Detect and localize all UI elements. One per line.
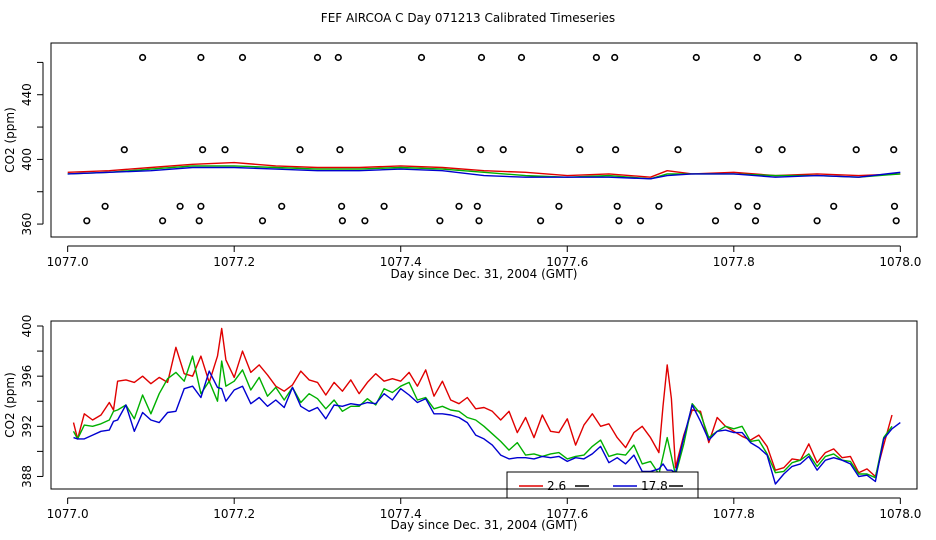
marker-point	[870, 53, 878, 62]
marker-point	[475, 217, 483, 225]
marker-point	[499, 146, 507, 154]
marker-point	[398, 146, 407, 154]
marker-point	[176, 202, 184, 210]
marker-point	[278, 202, 286, 210]
x-axis-title: Day since Dec. 31, 2004 (GMT)	[391, 267, 578, 281]
x-tick-label: 1077.6	[546, 507, 588, 521]
marker-point	[296, 146, 304, 154]
marker-point	[477, 53, 486, 62]
x-tick-label: 1077.4	[380, 507, 422, 521]
marker-point	[258, 217, 267, 225]
marker-point	[611, 53, 619, 62]
x-tick-label: 1077.0	[47, 507, 89, 521]
marker-point	[830, 202, 838, 210]
y-tick-label: 440	[20, 83, 34, 106]
marker-point	[692, 53, 700, 62]
marker-point	[338, 202, 346, 210]
marker-point	[711, 217, 720, 225]
marker-point	[120, 146, 128, 154]
marker-point	[655, 202, 663, 210]
marker-point	[195, 217, 203, 225]
plot-frame	[50, 320, 918, 490]
marker-point	[83, 217, 91, 225]
marker-point	[753, 53, 761, 62]
x-tick-label: 1078.0	[879, 507, 921, 521]
x-tick-label: 1077.0	[47, 255, 89, 269]
x-tick-label: 1077.2	[213, 255, 255, 269]
legend: 2.6 17.8	[506, 471, 699, 499]
series-line-red	[67, 161, 901, 178]
marker-point	[361, 217, 369, 225]
y-tick-label: 400	[20, 148, 34, 171]
marker-point	[555, 202, 563, 210]
marker-point	[813, 217, 821, 225]
legend-label-0: 2.6	[547, 479, 566, 493]
marker-point	[517, 53, 526, 62]
marker-point	[536, 217, 545, 225]
x-tick-label: 1077.6	[546, 255, 588, 269]
marker-point	[755, 146, 763, 154]
series-line-blue	[67, 166, 901, 180]
marker-point	[417, 53, 426, 62]
marker-point	[313, 53, 322, 62]
y-tick-label: 360	[20, 213, 34, 236]
x-tick-label: 1077.4	[380, 255, 422, 269]
marker-point	[613, 202, 621, 210]
marker-point	[101, 202, 109, 210]
y-axis-title: CO2 (ppm)	[3, 107, 17, 173]
y-axis-title: CO2 (ppm)	[3, 372, 17, 438]
marker-point	[636, 217, 645, 225]
marker-point	[199, 146, 207, 154]
marker-point	[338, 217, 347, 225]
bottom-panel: 2.6 17.8 1077.0 1077.2 1077.4 1077.6 1077.8 107…	[3, 315, 921, 532]
marker-point	[892, 217, 900, 225]
marker-point	[455, 202, 463, 210]
marker-point	[890, 53, 898, 62]
legend-box	[506, 471, 699, 499]
marker-point	[734, 202, 742, 210]
y-tick-label: 400	[20, 315, 34, 338]
marker-point	[778, 146, 786, 154]
y-tick-label: 392	[20, 415, 34, 438]
marker-point	[794, 53, 802, 62]
y-tick-label: 388	[20, 465, 34, 488]
marker-point	[436, 217, 444, 225]
marker-point	[139, 53, 147, 62]
marker-point	[380, 202, 388, 210]
x-tick-label: 1077.8	[713, 507, 755, 521]
series-line-green	[67, 165, 901, 180]
marker-point	[611, 146, 620, 154]
marker-point	[197, 53, 205, 62]
marker-point	[473, 202, 481, 210]
marker-point	[852, 146, 860, 154]
marker-point	[615, 217, 623, 225]
y-tick-label: 396	[20, 365, 34, 388]
x-tick-label: 1077.8	[713, 255, 755, 269]
marker-point	[674, 146, 682, 154]
marker-point	[336, 146, 344, 154]
marker-point	[592, 53, 601, 62]
marker-point	[753, 202, 761, 210]
marker-point	[334, 53, 342, 62]
x-tick-label: 1078.0	[879, 255, 921, 269]
series-line-red	[72, 327, 893, 478]
marker-point	[890, 146, 898, 154]
marker-point	[477, 146, 485, 154]
series-line-green	[72, 355, 893, 479]
marker-point	[238, 53, 247, 62]
marker-point	[221, 146, 229, 154]
marker-point	[576, 146, 584, 154]
marker-point	[197, 202, 205, 210]
marker-point	[159, 217, 167, 225]
top-panel: 1077.0 1077.2 1077.4 1077.6 1077.8 1078.0 Day …	[3, 42, 921, 281]
series-line-blue	[73, 370, 901, 485]
x-axis-title: Day since Dec. 31, 2004 (GMT)	[391, 518, 578, 532]
legend-label-1: 17.8	[641, 479, 668, 493]
marker-point	[751, 217, 760, 225]
x-tick-label: 1077.2	[213, 507, 255, 521]
figure-title: FEF AIRCOA C Day 071213 Calibrated Times…	[321, 11, 615, 25]
marker-point	[890, 202, 899, 210]
plot-frame	[50, 42, 918, 238]
